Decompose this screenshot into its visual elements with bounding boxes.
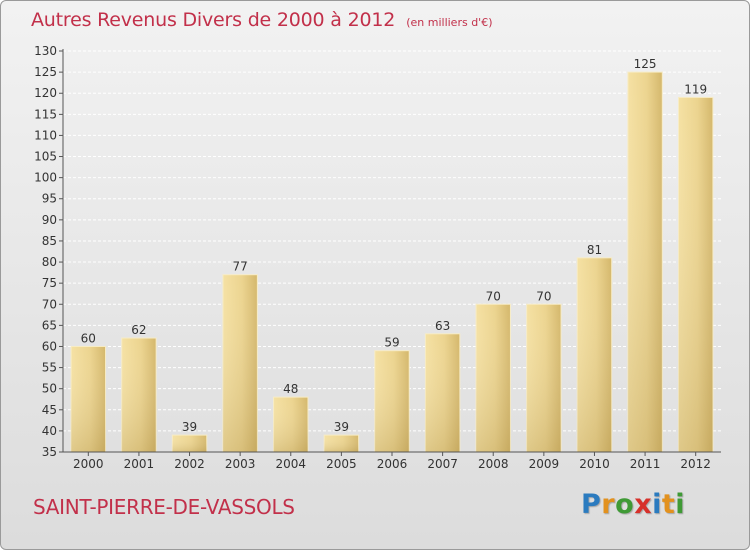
logo-letter: t (661, 489, 676, 520)
chart-title: Autres Revenus Divers de 2000 à 2012 (31, 9, 396, 31)
bars (70, 71, 714, 453)
x-tick-label: 2008 (478, 457, 509, 471)
logo-letter: x (634, 489, 653, 520)
y-tick-label: 95 (42, 192, 57, 206)
bar-value-label: 70 (486, 289, 501, 303)
y-tick-label: 105 (34, 150, 57, 164)
y-tick-label: 65 (42, 318, 57, 332)
bar-shade (172, 435, 207, 452)
bar-shade (121, 338, 157, 452)
bar-value-label: 77 (233, 260, 248, 274)
x-tick-label: 2010 (579, 457, 610, 471)
x-tick-label: 2001 (124, 457, 155, 471)
chart-subtitle: (en milliers d'€) (406, 16, 493, 29)
bar-shade (324, 435, 359, 452)
y-tick-label: 90 (42, 213, 57, 227)
city-name: SAINT-PIERRE-DE-VASSOLS (33, 495, 295, 519)
bar-value-label: 39 (334, 420, 349, 434)
logo-letter: P (581, 489, 602, 520)
y-tick-label: 120 (34, 86, 57, 100)
bar-value-label: 81 (587, 243, 602, 257)
bar-value-label: 125 (634, 57, 657, 71)
bar-shade (374, 350, 410, 452)
x-tick-label: 2003 (225, 457, 256, 471)
x-tick-label: 2004 (275, 457, 306, 471)
bar-chart: 60 62 39 77 48 39 59 63 70 70 81 125 119 35 40 45 50 55 6… (34, 44, 721, 471)
bar-value-label: 48 (283, 382, 298, 396)
bar-shade (476, 304, 511, 452)
bar-shade (71, 346, 106, 452)
y-tick-label: 115 (34, 107, 57, 121)
y-tick-label: 55 (42, 361, 57, 375)
bar-value-label: 119 (684, 82, 707, 96)
x-tick-label: 2012 (680, 457, 711, 471)
bar-value-label: 59 (384, 336, 399, 350)
bar-value-label: 70 (536, 289, 551, 303)
y-tick-label: 70 (42, 297, 57, 311)
y-tick-label: 125 (34, 65, 57, 79)
bar-value-label: 63 (435, 319, 450, 333)
x-tick-label: 2006 (377, 457, 408, 471)
bar-shade (425, 333, 460, 452)
y-tick-label: 85 (42, 234, 57, 248)
x-tick-label: 2002 (174, 457, 205, 471)
bar-shade (627, 72, 663, 453)
bar-shade (577, 257, 612, 452)
bar-value-label: 60 (81, 331, 96, 345)
bar-shade (526, 304, 562, 452)
logo-letter: o (615, 489, 635, 520)
y-tick-label: 45 (42, 403, 57, 417)
bar-shade (273, 397, 308, 452)
logo-letter: i (675, 489, 686, 520)
axes: 35 40 45 50 55 60 65 70 75 80 85 90 95 100 105 110 115 12… (34, 44, 721, 471)
y-tick-label: 130 (34, 44, 57, 58)
y-tick-label: 80 (42, 255, 57, 269)
y-tick-label: 40 (42, 424, 57, 438)
bar-shade (222, 274, 258, 452)
x-tick-label: 2000 (73, 457, 104, 471)
bar-value-label: 39 (182, 420, 197, 434)
proxiti-logo: Proxiti (581, 489, 685, 520)
logo-letter: r (601, 489, 616, 520)
bar-value-label: 62 (131, 323, 146, 337)
y-tick-label: 110 (34, 128, 57, 142)
x-tick-label: 2011 (630, 457, 661, 471)
y-tick-label: 35 (42, 445, 57, 459)
bar-value-labels: 60 62 39 77 48 39 59 63 70 70 81 125 119 (81, 57, 707, 434)
y-tick-label: 60 (42, 339, 57, 353)
title-row: Autres Revenus Divers de 2000 à 2012 (en… (31, 9, 493, 31)
y-tick-label: 100 (34, 171, 57, 185)
x-tick-label: 2009 (529, 457, 560, 471)
bar-shade (678, 97, 713, 452)
x-tick-label: 2005 (326, 457, 357, 471)
y-tick-label: 75 (42, 276, 57, 290)
logo-letter: i (652, 489, 662, 520)
y-tick-label: 50 (42, 382, 57, 396)
x-tick-label: 2007 (427, 457, 458, 471)
